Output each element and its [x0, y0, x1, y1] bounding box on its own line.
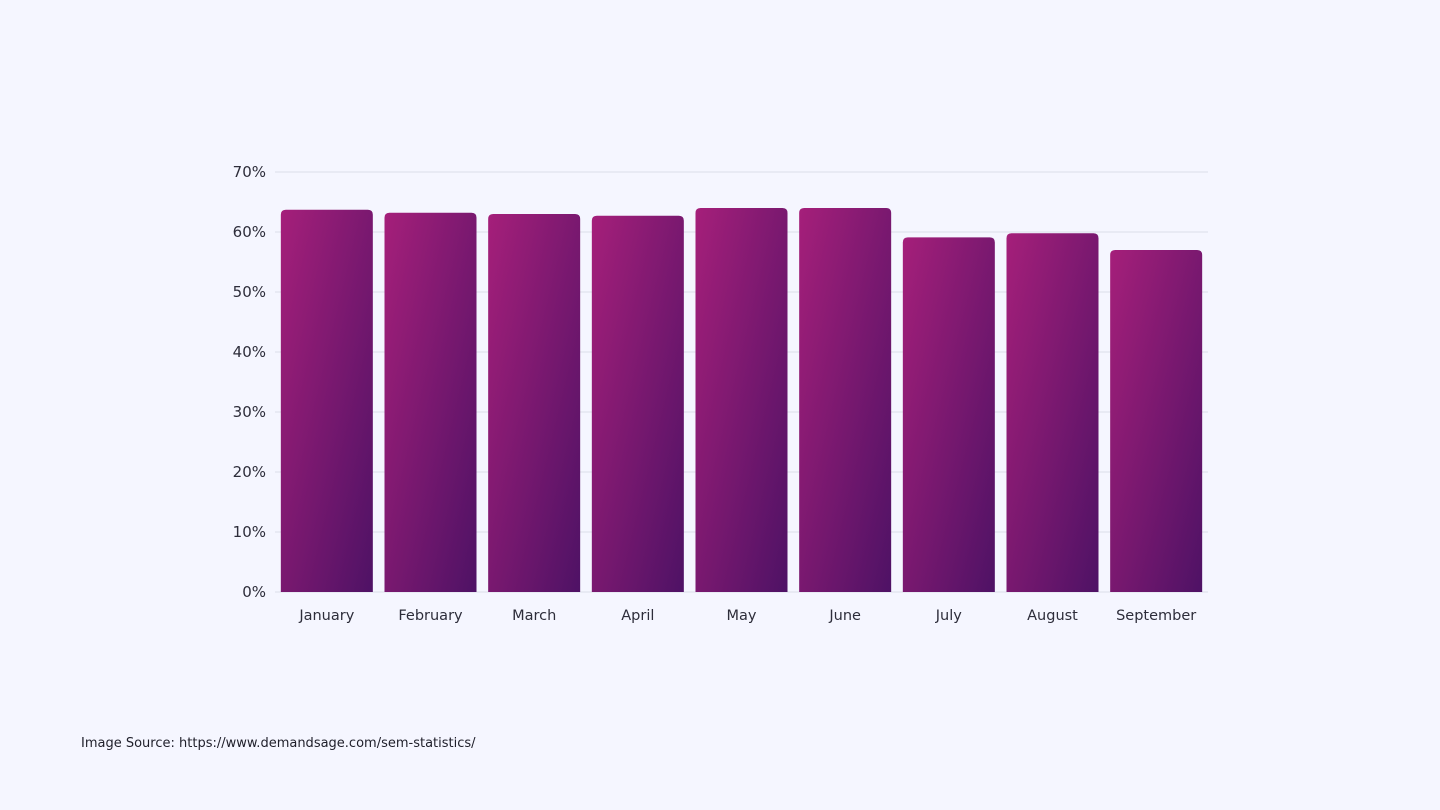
bar-may [695, 208, 788, 592]
x-axis-labels: January February March April May June July Augu… [298, 608, 1196, 624]
x-tick-label: January [298, 608, 354, 624]
bars [280, 208, 1203, 593]
bar-august [1006, 233, 1099, 592]
x-tick-label: March [512, 608, 556, 624]
x-tick-label: May [727, 608, 757, 624]
bar-july [902, 237, 995, 592]
y-tick-label: 10% [233, 523, 266, 541]
x-tick-label: June [828, 608, 861, 624]
x-tick-label: August [1027, 608, 1078, 624]
x-tick-label: July [935, 608, 962, 624]
x-tick-label: April [621, 608, 654, 624]
bar-january [280, 209, 373, 593]
bar-september [1110, 250, 1203, 592]
y-tick-label: 60% [233, 223, 266, 241]
y-tick-label: 20% [233, 463, 266, 481]
image-source-note: Image Source: https://www.demandsage.com… [81, 736, 476, 751]
y-tick-label: 0% [242, 583, 266, 601]
y-tick-label: 50% [233, 283, 266, 301]
y-tick-label: 40% [233, 343, 266, 361]
y-tick-label: 70% [233, 163, 266, 181]
bar-february [384, 212, 477, 593]
bar-april [591, 215, 684, 593]
bar-june [799, 208, 892, 592]
x-tick-label: September [1116, 608, 1196, 624]
y-tick-label: 30% [233, 403, 266, 421]
y-axis-ticks: 0% 10% 20% 30% 40% 50% 60% 70% [233, 163, 266, 601]
x-tick-label: February [398, 608, 463, 624]
bar-march [488, 214, 581, 592]
